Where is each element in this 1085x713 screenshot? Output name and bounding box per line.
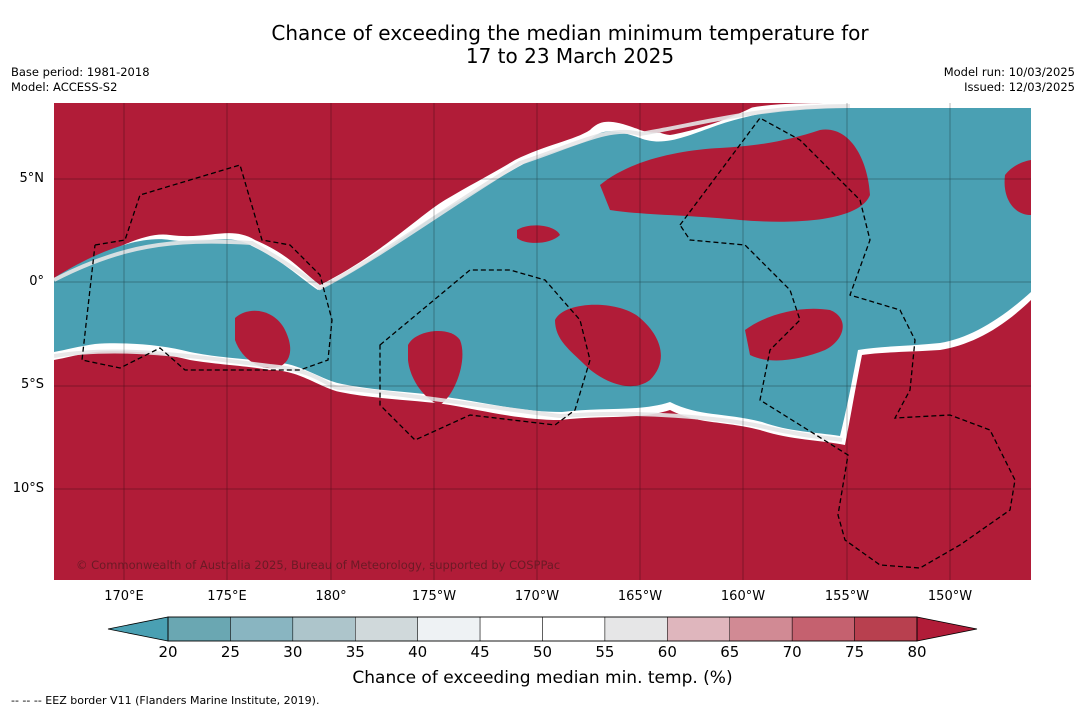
colorbar-segment xyxy=(230,616,294,642)
lon-label-170w: 170°W xyxy=(514,589,560,604)
colorbar-under-arrow xyxy=(107,616,169,642)
lon-label-150w: 150°W xyxy=(927,589,973,604)
meta-right: Model run: 10/03/2025 Issued: 12/03/2025 xyxy=(944,65,1075,95)
colorbar-over-arrow xyxy=(916,616,978,642)
eez-footnote: -- -- -- EEZ border V11 (Flanders Marine… xyxy=(11,694,320,707)
colorbar-tick-label: 45 xyxy=(470,643,490,661)
colorbar-segment xyxy=(604,616,668,642)
lat-label-0: 0° xyxy=(29,274,44,289)
colorbar-frame xyxy=(167,616,918,642)
copyright-notice: © Commonwealth of Australia 2025, Bureau… xyxy=(76,558,561,572)
lon-label-165w: 165°W xyxy=(617,589,663,604)
lat-label-5n: 5°N xyxy=(19,171,45,186)
meta-left: Base period: 1981-2018 Model: ACCESS-S2 xyxy=(11,65,150,95)
colorbar-label: Chance of exceeding median min. temp. (%… xyxy=(352,668,733,688)
lon-label-170e: 170°E xyxy=(104,589,144,604)
colorbar-segment xyxy=(791,616,855,642)
colorbar-segment xyxy=(292,616,356,642)
colorbar-tick-label: 75 xyxy=(845,643,865,661)
colorbar-segment xyxy=(729,616,793,642)
colorbar-segment xyxy=(417,616,481,642)
colorbar-tick-label: 80 xyxy=(907,643,927,661)
title-line-2: 17 to 23 March 2025 xyxy=(465,44,675,68)
colorbar-tick-label: 65 xyxy=(720,643,740,661)
colorbar-tick-label: 40 xyxy=(408,643,428,661)
colorbar-tick-label: 25 xyxy=(220,643,240,661)
colorbar-tick-label: 60 xyxy=(657,643,677,661)
colorbar-tick-label: 50 xyxy=(532,643,553,661)
colorbar-segment xyxy=(854,616,918,642)
lat-label-5s: 5°S xyxy=(20,377,44,392)
colorbar-tick-label: 35 xyxy=(345,643,365,661)
lon-label-175e: 175°E xyxy=(207,589,247,604)
issued-date: Issued: 12/03/2025 xyxy=(964,80,1075,94)
colorbar-tick-label: 55 xyxy=(595,643,615,661)
colorbar-segment xyxy=(667,616,730,642)
chart-title: Chance of exceeding the median minimum t… xyxy=(0,22,1085,68)
colorbar-segment xyxy=(542,616,606,642)
lat-label-10s: 10°S xyxy=(12,481,44,496)
colorbar-tick-label: 30 xyxy=(283,643,303,661)
graticule xyxy=(54,103,1031,580)
eez-borders xyxy=(81,117,1016,569)
title-line-1: Chance of exceeding the median minimum t… xyxy=(271,21,869,45)
colorbar-tick-label: 70 xyxy=(782,643,802,661)
colorbar-segment xyxy=(355,616,418,642)
colorbar-tick-label: 20 xyxy=(158,643,178,661)
colorbar-segment xyxy=(479,616,543,642)
lon-label-160w: 160°W xyxy=(720,589,766,604)
lon-label-175w: 175°W xyxy=(411,589,457,604)
model-name: Model: ACCESS-S2 xyxy=(11,80,118,94)
lon-label-155w: 155°W xyxy=(824,589,870,604)
model-run: Model run: 10/03/2025 xyxy=(943,65,1075,79)
colorbar-segment xyxy=(167,616,231,642)
base-period: Base period: 1981-2018 xyxy=(11,65,150,79)
transition-fringe xyxy=(54,104,851,442)
lon-label-180: 180° xyxy=(315,589,347,604)
